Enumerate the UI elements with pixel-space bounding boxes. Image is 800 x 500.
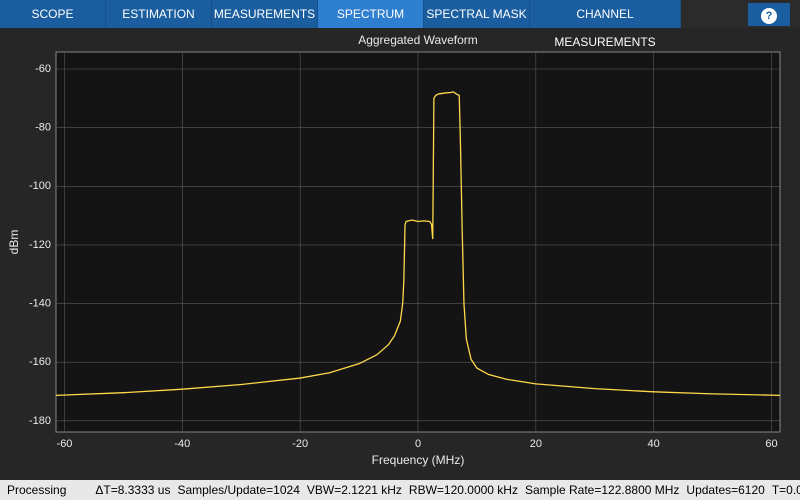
tab-bar: SCOPE ESTIMATION MEASUREMENTS SPECTRUM SPECT… bbox=[0, 0, 800, 49]
help-button[interactable]: ? bbox=[748, 3, 790, 26]
chart: Aggregated Waveform Frequency (MHz) dBm -60… bbox=[7, 33, 781, 467]
x-tick-label: -60 bbox=[57, 438, 73, 450]
y-axis-label: dBm bbox=[7, 230, 21, 255]
status-item: RBW=120.0000 kHz bbox=[408, 483, 518, 497]
y-tick-label: -120 bbox=[29, 239, 51, 251]
y-tick-label: -180 bbox=[29, 415, 51, 427]
tab[interactable]: SPECTRAL MASK bbox=[424, 0, 530, 28]
x-tick-label: 0 bbox=[415, 438, 421, 450]
chart-title: Aggregated Waveform bbox=[358, 33, 478, 47]
status-item: T=0.0 bbox=[771, 483, 800, 497]
x-tick-label: 60 bbox=[765, 438, 777, 450]
y-tick-label: -80 bbox=[35, 122, 51, 134]
tab[interactable]: ESTIMATION bbox=[106, 0, 212, 28]
x-tick-label: -20 bbox=[292, 438, 308, 450]
status-item: Updates=6120 bbox=[686, 483, 765, 497]
help-icon[interactable]: ? bbox=[761, 8, 777, 24]
status-item: Sample Rate=122.8800 MHz bbox=[524, 483, 680, 497]
y-tick-label: -60 bbox=[35, 63, 51, 75]
tab[interactable]: SPECTRUM bbox=[318, 0, 424, 28]
x-tick-label: 20 bbox=[530, 438, 542, 450]
status-item: VBW=2.1221 kHz bbox=[306, 483, 402, 497]
tab[interactable]: CHANNEL MEASUREMENTS bbox=[530, 0, 681, 49]
status-bar: Processing ΔT=8.3333 us Samples/Update=102… bbox=[0, 480, 800, 500]
tab[interactable]: MEASUREMENTS bbox=[212, 0, 318, 28]
x-axis-label: Frequency (MHz) bbox=[372, 453, 465, 467]
tab[interactable]: SCOPE bbox=[0, 0, 106, 28]
x-tick-label: -40 bbox=[174, 438, 190, 450]
spectrum-line bbox=[55, 91, 781, 396]
status-item: ΔT=8.3333 us bbox=[95, 483, 171, 497]
y-tick-label: -140 bbox=[29, 297, 51, 309]
y-tick-label: -160 bbox=[29, 356, 51, 368]
status-item: Processing bbox=[7, 483, 67, 497]
x-tick-label: 40 bbox=[648, 438, 660, 450]
y-tick-label: -100 bbox=[29, 180, 51, 192]
status-item: Samples/Update=1024 bbox=[177, 483, 300, 497]
